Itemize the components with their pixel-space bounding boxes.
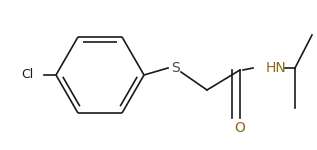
Text: S: S xyxy=(171,61,179,75)
Text: O: O xyxy=(235,121,245,135)
Text: Cl: Cl xyxy=(22,69,34,81)
Text: HN: HN xyxy=(266,61,287,75)
